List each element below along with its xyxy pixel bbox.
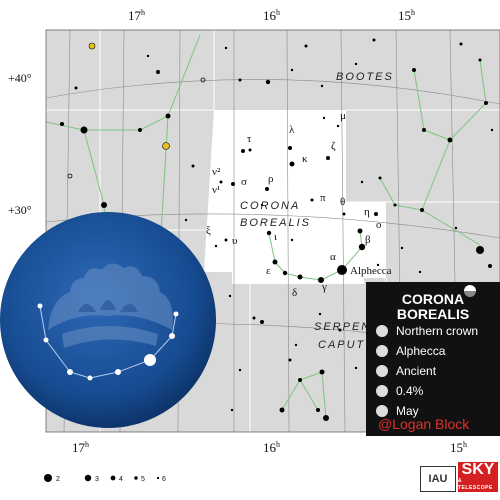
greek-label: δ xyxy=(292,287,297,299)
ra-label-bottom-16h: 16h xyxy=(263,440,280,455)
greek-label: ι xyxy=(274,231,277,243)
history-icon xyxy=(376,365,388,377)
greek-label: ν² xyxy=(212,166,221,178)
mag-5-label: 5 xyxy=(141,476,145,483)
info-row-brightest-star: Alphecca xyxy=(376,342,445,360)
greek-label: τ xyxy=(247,133,252,145)
corona-borealis-region xyxy=(204,110,386,284)
info-row-meaning: Northern crown xyxy=(376,322,478,340)
greek-label: α xyxy=(330,251,336,263)
magnitude-legend: 2 3 4 5 6 xyxy=(44,474,166,483)
dec-label-plus30: +30° xyxy=(8,203,32,217)
mag-4-star xyxy=(110,475,116,481)
greek-label: ξ xyxy=(206,225,211,237)
sky-logo-text: SKY xyxy=(461,461,495,478)
mag-2-label: 2 xyxy=(56,476,60,483)
ra-label-top-17h: 17h xyxy=(128,8,145,23)
sky-area-icon xyxy=(376,385,388,397)
bootes-label: BOOTES xyxy=(336,71,394,83)
info-title-line1: CORONA xyxy=(401,291,465,307)
sky-telescope-logo: SKY & TELESCOPE xyxy=(458,462,498,492)
mag-3-label: 3 xyxy=(95,476,99,483)
info-season-text: May xyxy=(396,404,419,418)
ra-label-top-15h: 15h xyxy=(398,8,415,23)
author-credit: @Logan Block xyxy=(378,416,470,432)
greek-label: σ xyxy=(241,176,247,188)
ra-label-bottom-15h: 15h xyxy=(450,440,467,455)
greek-label: υ xyxy=(232,235,238,247)
greek-label: η xyxy=(364,206,370,218)
greek-label: θ xyxy=(340,196,345,208)
info-origin-text: Ancient xyxy=(396,364,437,378)
serpens-caput-label-line2: CAPUT xyxy=(318,339,365,351)
info-row-origin: Ancient xyxy=(376,362,436,380)
mag-6-label: 6 xyxy=(162,476,166,483)
ra-label-top-16h: 16h xyxy=(263,8,280,23)
field-stars xyxy=(60,38,494,421)
dec-label-plus40: +40° xyxy=(8,71,32,85)
constellation-info-panel: CORONA BOREALIS Northern crown Alphecca … xyxy=(366,282,500,436)
season-icon xyxy=(376,405,388,417)
greek-label: ν¹ xyxy=(212,184,220,196)
info-row-season: May xyxy=(376,402,419,420)
greek-label: ο xyxy=(376,219,382,231)
greek-label: κ xyxy=(302,153,308,165)
greek-label: ε xyxy=(266,265,271,277)
crown-illustration xyxy=(0,212,216,428)
greek-label: π xyxy=(320,192,326,204)
greek-label: λ xyxy=(289,124,295,136)
greek-label: ζ xyxy=(331,140,336,152)
greek-label: γ xyxy=(321,281,327,293)
info-brightest-star-text: Alphecca xyxy=(396,344,446,358)
mag-4-label: 4 xyxy=(119,476,123,483)
mag-5-star xyxy=(134,476,138,480)
mag-3-star xyxy=(84,474,92,482)
info-meaning-text: Northern crown xyxy=(396,324,479,338)
info-row-sky-area: 0.4% xyxy=(376,382,423,400)
telescope-logo-text: & TELESCOPE xyxy=(458,478,493,491)
info-sky-area-text: 0.4% xyxy=(396,384,424,398)
info-title-line2: BOREALIS xyxy=(396,306,470,322)
constellation-figure-icon xyxy=(376,325,388,337)
greek-label: ρ xyxy=(268,173,274,185)
greek-letter-labels: λ μ τ κ ζ ν² ν¹ σ ρ π θ ηο ξ υ ι β α ε δ γ xyxy=(206,110,382,299)
mag-6-star xyxy=(156,476,160,480)
corona-borealis-label-line1: CORONA xyxy=(240,200,300,212)
serpens-caput-label-line1: SERPENS xyxy=(314,321,381,333)
alphecca-label: Alphecca xyxy=(350,265,392,277)
greek-label: μ xyxy=(340,110,346,122)
mag-2-star xyxy=(44,474,52,482)
map-frame xyxy=(45,29,500,433)
moon-phase-icon xyxy=(464,285,476,297)
greek-label: β xyxy=(365,234,371,246)
ra-label-bottom-17h: 17h xyxy=(72,440,89,455)
corona-borealis-label-line2: BOREALIS xyxy=(240,217,311,229)
corona-borealis-stars xyxy=(214,116,380,283)
bright-star-icon xyxy=(376,345,388,357)
iau-logo: IAU xyxy=(420,466,456,492)
iau-logo-text: IAU xyxy=(428,473,448,485)
